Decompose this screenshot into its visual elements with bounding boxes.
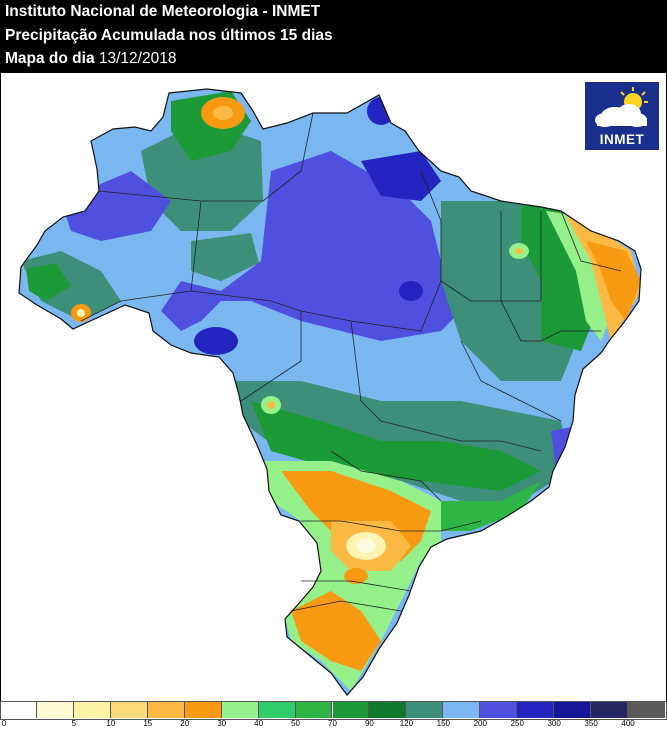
precipitation-legend: 0 5 10 15 20 30 40 50 70 90 120 150 200 250 300 350 400 <box>0 701 667 730</box>
legend-label: 15 <box>143 719 153 728</box>
legend-swatch <box>591 701 629 718</box>
precip-zone-30-40-coast <box>586 241 641 321</box>
legend-label: 30 <box>217 719 227 728</box>
precip-zone-5-10 <box>356 539 376 553</box>
legend-label: 200 <box>473 719 487 728</box>
precip-zone-250-300 <box>194 327 238 355</box>
legend-swatch <box>295 701 333 718</box>
legend-label: 70 <box>328 719 337 728</box>
legend-swatch <box>221 701 259 718</box>
legend-swatch <box>517 701 555 718</box>
map-date: 13/12/2018 <box>98 50 177 67</box>
legend-border <box>0 701 667 720</box>
legend-label: 40 <box>254 719 264 728</box>
legend-swatch <box>628 701 665 718</box>
legend-label: 20 <box>180 719 190 728</box>
legend-label: 0 <box>1 719 7 728</box>
legend-label: 5 <box>71 719 77 728</box>
precip-hotspot-mt-core <box>267 401 275 409</box>
precip-zone-200-250 <box>161 151 471 341</box>
legend-label: 300 <box>547 719 561 728</box>
legend-label: 50 <box>291 719 300 728</box>
map-header: Instituto Nacional de Meteorologia - INM… <box>0 0 667 72</box>
inmet-logo-text: INMET <box>599 132 645 147</box>
precip-zone-sp <box>441 481 541 531</box>
precipitation-map <box>0 72 667 702</box>
legend-label: 150 <box>436 719 451 728</box>
legend-swatch <box>110 701 148 718</box>
institute-title: Instituto Nacional de Meteorologia - INM… <box>5 3 321 20</box>
legend-label: 120 <box>399 719 414 728</box>
legend-label: 10 <box>106 719 116 728</box>
map-date-line: Mapa do dia 13/12/2018 <box>5 50 176 68</box>
legend-swatch <box>73 701 111 718</box>
map-subtitle: Precipitação Acumulada nos últimos 15 di… <box>5 27 333 44</box>
precipitation-field <box>19 89 641 695</box>
legend-label: 350 <box>584 719 598 728</box>
precip-hotspot-ne-core <box>515 248 523 254</box>
precip-zone-acre-core <box>26 263 71 301</box>
brazil-map-svg <box>18 88 642 696</box>
precip-zone-para-north <box>361 151 441 201</box>
legend-swatch <box>443 701 481 718</box>
legend-swatch <box>554 701 592 718</box>
state-boundaries <box>80 112 622 612</box>
precip-zone-amazon-center <box>191 233 259 281</box>
precip-hotspot-acre-core <box>77 309 85 317</box>
cloud-sun-icon <box>595 87 648 127</box>
precip-zone-pr <box>344 568 368 584</box>
precip-hotspot-core <box>213 106 233 120</box>
precip-zone-rs <box>291 591 381 671</box>
legend-swatch <box>258 701 296 718</box>
legend-swatch <box>36 701 74 718</box>
inmet-logo: INMET <box>585 82 659 150</box>
precip-zone-90-120-south <box>251 401 541 491</box>
legend-label: 250 <box>510 719 524 728</box>
legend-label: 400 <box>621 719 635 728</box>
legend-label: 90 <box>364 719 374 728</box>
legend-swatch <box>369 701 407 718</box>
precip-zone-250-300-b <box>399 281 423 301</box>
legend-swatch <box>147 701 185 718</box>
legend-swatch <box>184 701 222 718</box>
precip-zone-200-250-west <box>61 171 171 241</box>
map-date-prefix: Mapa do dia <box>5 50 99 67</box>
precip-zone-amapa <box>367 97 395 125</box>
legend-swatch <box>0 701 37 718</box>
legend-swatch <box>480 701 518 718</box>
brazil-outline <box>18 88 642 696</box>
legend-swatch <box>406 701 444 718</box>
legend-swatch <box>332 701 370 718</box>
